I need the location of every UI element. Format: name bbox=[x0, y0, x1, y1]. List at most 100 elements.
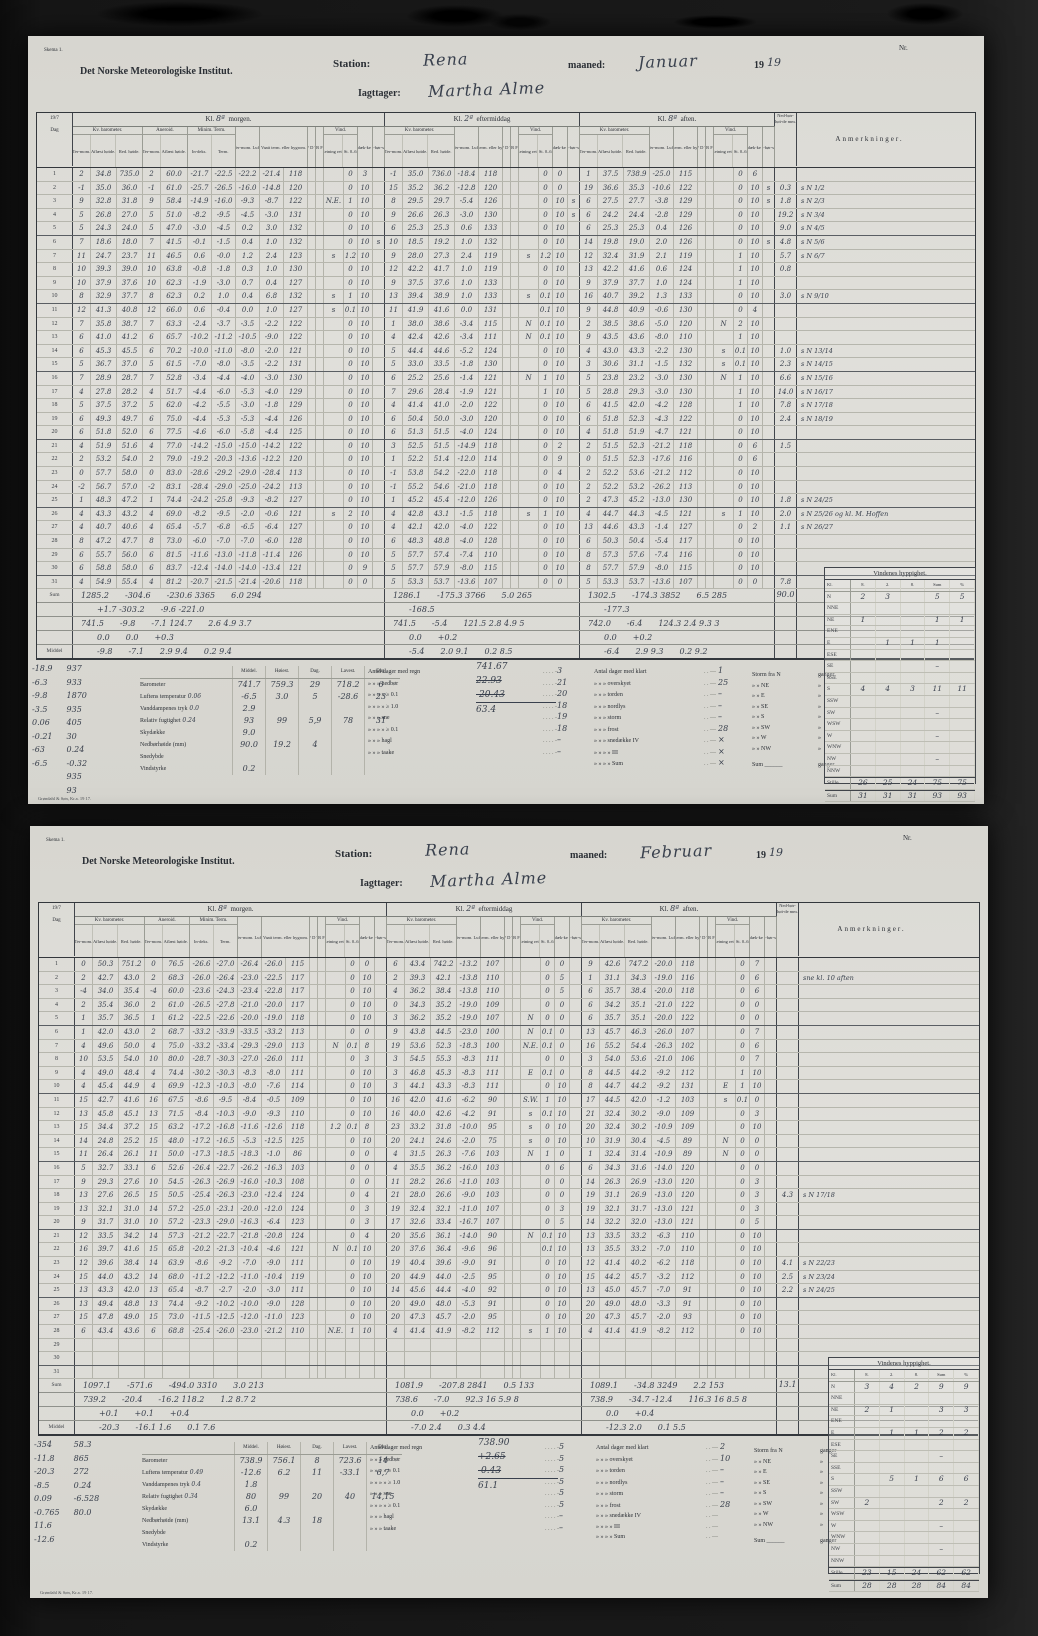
obs-cell: 0 bbox=[346, 1053, 360, 1066]
obs-cell bbox=[519, 276, 539, 290]
anm-cell: s N 4/5 bbox=[801, 224, 825, 233]
margin-value: 80.0 bbox=[73, 1507, 92, 1517]
wind-value bbox=[876, 719, 901, 730]
obs-cell: 0 bbox=[346, 1066, 360, 1080]
wind-value bbox=[950, 626, 975, 637]
obs-cell bbox=[318, 1093, 326, 1107]
sum-segment: 0.0 +0.2 bbox=[385, 631, 580, 645]
obs-cell: 63.3 bbox=[161, 317, 188, 331]
obs-cell bbox=[708, 1216, 716, 1229]
obs-cell: 130 bbox=[674, 303, 698, 317]
wind-value bbox=[855, 1439, 880, 1451]
obs-cell: s bbox=[763, 195, 775, 208]
obs-cell bbox=[716, 1284, 736, 1297]
obs-cell: 15 bbox=[145, 1121, 163, 1134]
precip-line: » » » taake. . . . —– bbox=[370, 1523, 585, 1535]
obs-cell bbox=[326, 985, 346, 998]
obs-cell: 0 bbox=[539, 344, 553, 358]
nr-label: Nr. bbox=[899, 44, 908, 52]
obs-cell bbox=[310, 1257, 318, 1270]
obs-cell bbox=[568, 439, 580, 453]
obs-cell: 32.8 bbox=[91, 195, 117, 208]
obs-cell bbox=[505, 1053, 513, 1066]
obs-cell bbox=[765, 1093, 777, 1107]
precip-count: – bbox=[557, 735, 561, 745]
obs-cell: 24.0 bbox=[117, 222, 143, 235]
obs-cell: 130 bbox=[674, 385, 698, 399]
obs-cell: 24.3 bbox=[91, 222, 117, 235]
column-group: R F bbox=[511, 127, 519, 167]
obs-cell: 1 bbox=[143, 494, 161, 507]
obs-cell: 25.6 bbox=[429, 371, 455, 385]
wind-dir: WNW bbox=[829, 1532, 855, 1543]
sum-value: +0.2 bbox=[632, 633, 653, 643]
column-band: Kv. barometer. Ter-mom. Aflæst høide. Red. … bbox=[582, 917, 777, 957]
obs-cell bbox=[318, 1012, 326, 1025]
obs-cell: 120 bbox=[676, 1161, 700, 1175]
obs-cell bbox=[505, 1093, 513, 1107]
obs-cell: 10 bbox=[360, 971, 375, 985]
obs-cell bbox=[716, 998, 736, 1012]
sky-count: × bbox=[718, 746, 725, 756]
obs-cell: 19 bbox=[387, 1257, 405, 1270]
obs-cell: 12 bbox=[75, 1229, 93, 1243]
obs-cell: 47.3 bbox=[600, 1311, 626, 1325]
obs-cell: -9.6 bbox=[457, 1243, 481, 1257]
obs-cell: 125 bbox=[284, 426, 308, 439]
obs-cell: 103 bbox=[481, 1175, 505, 1189]
column-group: Ter-mom. Luft. bbox=[238, 917, 262, 957]
sum-value: 0.5 133 bbox=[503, 1381, 535, 1391]
wind-row: NNW bbox=[829, 1555, 979, 1568]
maaned-value: Februar bbox=[639, 840, 713, 863]
obs-cell bbox=[375, 1284, 387, 1297]
column-group-title: Vind. bbox=[326, 917, 359, 925]
year-printed: 19 bbox=[754, 60, 764, 71]
sum-value: 2.2 153 bbox=[693, 1381, 724, 1391]
column-group: R F bbox=[708, 917, 716, 957]
obs-cell: 2 bbox=[748, 521, 763, 535]
obs-cell: -23.4 bbox=[238, 985, 262, 998]
column-label: R F bbox=[318, 934, 325, 940]
table-row: 22 16 39.7 41.6 15 65.8 -20.2 -21.3 -10.4 -4.6 121… bbox=[39, 1243, 979, 1258]
obs-cell: 93 bbox=[676, 1311, 700, 1325]
obs-cell: 0 bbox=[344, 480, 358, 494]
obs-cell: 2.0 bbox=[650, 235, 674, 249]
obs-cell: 45.8 bbox=[93, 1107, 119, 1121]
anm-cell: s N 5/6 bbox=[801, 237, 825, 246]
column-band: Kv. barometer. Ter-mom. Aflæst høide. Red. … bbox=[75, 917, 387, 957]
obs-cell: 31.8 bbox=[431, 1121, 457, 1134]
column-group: R F bbox=[316, 127, 324, 167]
nedbor-cell: 6.6 bbox=[775, 371, 797, 385]
obs-cell bbox=[582, 1338, 600, 1352]
obs-cell bbox=[706, 303, 714, 317]
obs-cell: -6.2 bbox=[457, 1093, 481, 1107]
column-group: Kv. barometer. Ter-mom. Aflæst høide. Red. … bbox=[580, 127, 650, 167]
wind-row: NNW bbox=[825, 765, 975, 778]
obs-cell bbox=[513, 958, 521, 971]
obs-cell: 10 bbox=[553, 290, 568, 303]
wind-value bbox=[950, 742, 975, 753]
obs-cell: 0 bbox=[736, 1039, 750, 1053]
obs-cell: 120 bbox=[676, 1189, 700, 1202]
obs-cell: 5 bbox=[580, 371, 598, 385]
obs-cell bbox=[373, 263, 385, 276]
nedbor-cell bbox=[777, 1229, 799, 1243]
obs-cell: 35.4 bbox=[93, 998, 119, 1012]
wind-value: 84 bbox=[954, 1580, 979, 1592]
obs-cell: 2 bbox=[580, 480, 598, 494]
obs-cell: -5.2 bbox=[455, 344, 479, 358]
obs-cell: 1 bbox=[582, 971, 600, 985]
obs-cell: 42.2 bbox=[403, 263, 429, 276]
precip-label: » » » hagl bbox=[370, 1514, 394, 1521]
nedbor-cell bbox=[777, 1243, 799, 1257]
obs-cell: 29.3 bbox=[93, 1175, 119, 1189]
obs-cell bbox=[521, 971, 541, 985]
obs-cell: 117 bbox=[286, 985, 310, 998]
precip-count: 20 bbox=[557, 689, 568, 699]
anm-cell: s N 22/23 bbox=[803, 1259, 835, 1268]
kl-label: Kl. bbox=[453, 115, 465, 123]
obs-cell: 41.9 bbox=[626, 1325, 652, 1338]
sum-value: 0.1 5.5 bbox=[657, 1423, 686, 1433]
obs-cell bbox=[708, 1297, 716, 1311]
